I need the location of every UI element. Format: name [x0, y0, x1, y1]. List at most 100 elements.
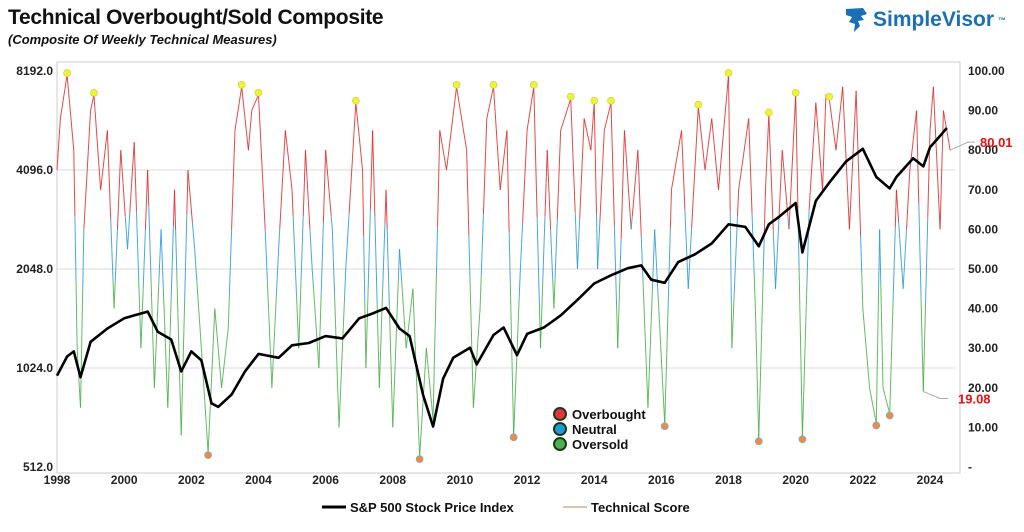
technical-score-segment	[331, 229, 334, 263]
technical-score-segment	[362, 202, 365, 237]
technical-score-segment	[565, 109, 568, 115]
technical-score-segment	[306, 169, 309, 190]
technical-score-segment	[454, 86, 458, 101]
technical-score-segment	[823, 142, 825, 159]
technical-score-segment	[520, 222, 524, 246]
x-axis-tick: 2022	[849, 473, 876, 487]
technical-score-segment	[216, 334, 219, 349]
zone-legend-swatch-overbought	[553, 407, 567, 421]
technical-score-segment	[375, 259, 378, 303]
technical-score-segment	[91, 102, 93, 106]
technical-score-segment	[442, 150, 445, 157]
overbought-peak-marker	[90, 88, 98, 97]
technical-score-segment	[730, 257, 732, 303]
technical-score-segment	[904, 229, 907, 250]
technical-score-segment	[892, 264, 895, 302]
technical-score-segment	[437, 178, 440, 227]
technical-score-segment	[440, 136, 443, 144]
technical-score-segment	[657, 294, 661, 327]
technical-score-segment	[485, 118, 488, 151]
technical-score-segment	[676, 150, 679, 161]
technical-score-segment	[425, 348, 428, 361]
technical-score-segment	[563, 114, 567, 120]
technical-score-segment	[86, 150, 89, 171]
technical-score-segment	[366, 288, 369, 329]
technical-score-segment	[805, 285, 808, 324]
technical-score-segment	[571, 127, 574, 156]
technical-score-segment	[890, 338, 893, 377]
technical-score-segment	[556, 189, 559, 220]
overbought-peak-marker	[237, 81, 246, 89]
technical-score-segment	[792, 117, 796, 140]
technical-score-segment	[150, 278, 153, 316]
technical-score-segment	[782, 163, 785, 177]
technical-score-segment	[433, 323, 436, 372]
oversold-trough-marker	[509, 433, 518, 442]
technical-score-segment	[837, 118, 840, 130]
technical-score-segment	[612, 184, 615, 226]
technical-score-segment	[493, 86, 496, 105]
technical-score-segment	[189, 196, 192, 210]
technical-score-segment	[687, 258, 691, 289]
technical-score-segment	[468, 235, 471, 279]
technical-score-segment	[78, 377, 80, 388]
technical-score-segment	[282, 150, 285, 171]
technical-score-segment	[304, 150, 308, 171]
technical-score-segment	[419, 438, 422, 458]
technical-score-segment	[654, 229, 657, 262]
technical-score-segment	[799, 323, 802, 381]
plot-frame	[56, 61, 961, 474]
right-axis-tick: 90.00	[968, 104, 998, 118]
technical-score-segment	[765, 164, 768, 178]
technical-score-segment	[655, 261, 659, 295]
technical-score-segment	[232, 163, 235, 197]
x-axis-tick: 2020	[782, 473, 809, 487]
technical-score-segment	[835, 139, 838, 151]
technical-score-segment	[182, 302, 186, 347]
technical-score-segment	[160, 229, 163, 260]
technical-score-segment	[285, 140, 289, 151]
technical-score-segment	[640, 235, 644, 279]
technical-score-segment	[390, 348, 393, 388]
technical-score-segment	[265, 255, 268, 283]
technical-score-segment	[496, 138, 499, 156]
technical-score-segment	[236, 108, 239, 116]
technical-score-segment	[544, 183, 547, 217]
technical-score-segment	[694, 136, 698, 168]
technical-score-segment	[650, 288, 653, 319]
technical-score-segment	[881, 334, 883, 362]
technical-score-segment	[603, 125, 606, 131]
technical-score-segment	[848, 206, 852, 230]
x-axis-tick: 2006	[312, 473, 339, 487]
technical-score-segment	[882, 387, 885, 393]
technical-score-segment	[668, 228, 671, 268]
technical-score-segment	[581, 143, 584, 169]
technical-score-segment	[322, 186, 325, 223]
overbought-peak-marker	[694, 100, 703, 109]
technical-score-segment	[142, 259, 145, 289]
technical-score-segment	[194, 249, 197, 266]
technical-score-segment	[846, 181, 849, 206]
technical-score-segment	[585, 128, 589, 135]
technical-score-segment	[76, 348, 79, 359]
technical-score-segment	[243, 107, 246, 119]
technical-score-segment	[339, 374, 342, 402]
technical-score-segment	[644, 321, 647, 365]
technical-score-segment	[106, 130, 109, 161]
technical-score-segment	[537, 261, 540, 305]
technical-score-segment	[113, 282, 116, 309]
technical-score-segment	[153, 361, 156, 388]
technical-score-segment	[818, 146, 821, 161]
technical-score-segment	[60, 103, 64, 112]
technical-score-segment	[872, 405, 875, 412]
technical-score-segment	[163, 318, 167, 349]
technical-score-segment	[559, 130, 562, 161]
technical-score-segment	[346, 213, 350, 242]
technical-score-segment	[705, 152, 708, 162]
technical-score-segment	[529, 101, 533, 109]
technical-score-segment	[326, 163, 329, 177]
technical-score-segment	[789, 184, 792, 207]
technical-score-segment	[434, 274, 437, 324]
technical-score-segment	[524, 153, 527, 177]
